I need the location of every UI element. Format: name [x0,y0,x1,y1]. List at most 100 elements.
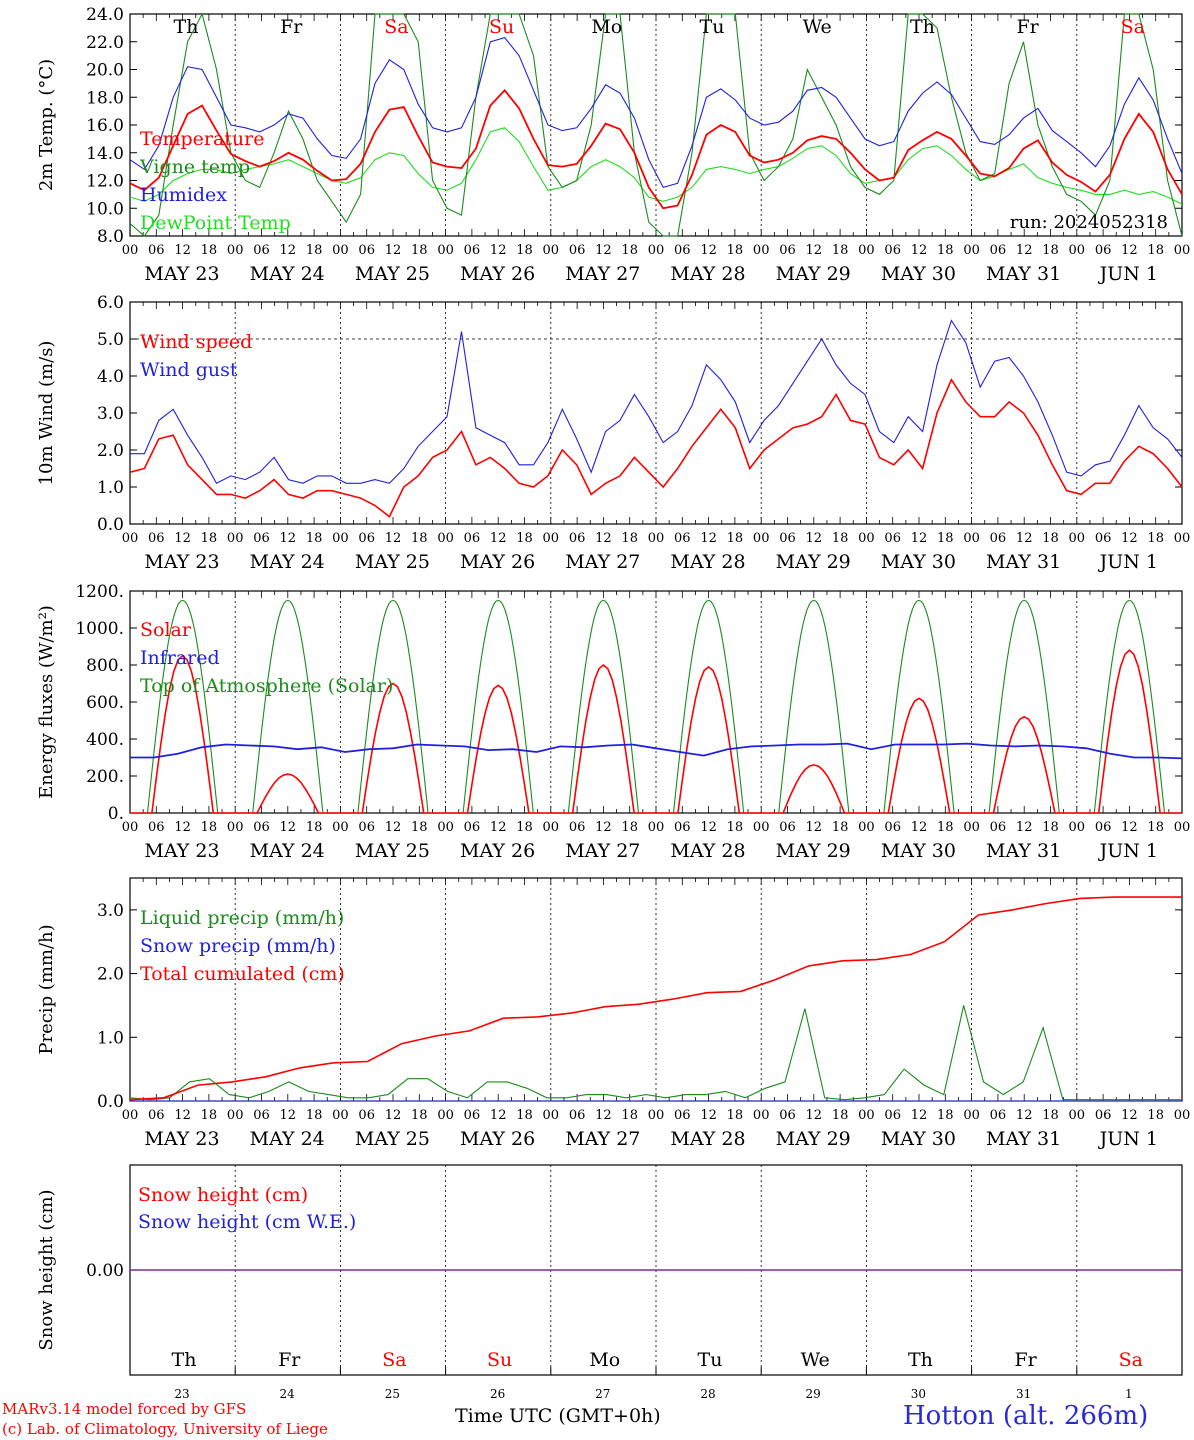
hour-tick-label: 06 [884,1108,901,1123]
hour-tick-label: 12 [1016,1108,1033,1123]
series-line-total-cumulated [129,896,1182,1101]
hour-tick-label: 18 [411,1108,428,1123]
hour-tick-label: 06 [1095,531,1112,546]
hour-tick-label: 00 [1069,531,1086,546]
y-tick-label: 14.0 [86,144,124,164]
legend-entry: Snow precip (mm/h) [140,935,336,957]
hour-tick-label: 06 [253,531,270,546]
hour-tick-label: 06 [358,1108,375,1123]
hour-tick-label: 18 [621,820,638,835]
date-label: MAY 26 [460,840,535,862]
hour-tick-label: 18 [516,1108,533,1123]
date-label: MAY 26 [460,263,535,285]
date-label: MAY 24 [250,263,325,285]
legend-entry: Wind speed [140,331,252,353]
hour-tick-label: 12 [385,531,402,546]
hour-tick-label: 06 [674,531,691,546]
hour-tick-label: 00 [122,243,139,258]
hour-tick-label: 18 [201,1108,218,1123]
series-line-wind-speed [129,378,1183,518]
hour-tick-label: 18 [1147,243,1164,258]
y-tick-label: 4.0 [97,367,124,387]
hour-tick-label: 06 [990,820,1007,835]
hour-tick-label: 06 [569,1108,586,1123]
date-label: MAY 24 [250,840,325,862]
hour-tick-label: 00 [753,243,770,258]
date-label: MAY 25 [355,840,430,862]
y-tick-label: 400. [86,730,124,750]
date-label: JUN 1 [1098,263,1158,285]
hour-tick-label: 00 [332,531,349,546]
hour-tick-label: 18 [201,243,218,258]
y-tick-label: 3.0 [97,404,124,424]
hour-tick-label: 18 [727,1108,744,1123]
legend-entry: Vigne temp [139,156,250,178]
hour-tick-label: 00 [1174,1108,1191,1123]
hour-tick-label: 00 [543,243,560,258]
hour-tick-label: 12 [595,243,612,258]
hour-tick-label: 00 [963,820,980,835]
hour-tick-label: 12 [490,820,507,835]
y-tick-label: 1.0 [97,478,124,498]
hour-tick-label: 00 [437,531,454,546]
hour-tick-label: 00 [437,820,454,835]
hour-tick-label: 00 [543,820,560,835]
hour-tick-label: 18 [937,820,954,835]
legend-entry: Top of Atmosphere (Solar) [140,675,393,697]
date-label: MAY 30 [881,551,956,573]
series-line-wind-gust [130,319,1183,485]
hour-tick-label: 12 [280,243,297,258]
date-label: JUN 1 [1098,840,1158,862]
weekday-label: Fr [278,1349,301,1371]
legend-entry: Snow height (cm W.E.) [138,1211,356,1233]
hour-tick-label: 12 [490,243,507,258]
day-number-label: 30 [911,1387,926,1401]
hour-tick-label: 06 [464,820,481,835]
hour-tick-label: 00 [543,1108,560,1123]
hour-tick-label: 00 [332,243,349,258]
y-axis-label: 2m Temp. (°C) [36,59,57,191]
lab-credit: (c) Lab. of Climatology, University of L… [2,1420,328,1438]
hour-tick-label: 06 [358,820,375,835]
date-label: MAY 31 [986,840,1061,862]
hour-tick-label: 06 [779,243,796,258]
hour-tick-label: 00 [858,1108,875,1123]
legend-entry: Temperature [140,128,264,150]
hour-tick-label: 06 [674,820,691,835]
hour-tick-label: 18 [832,243,849,258]
weekday-label: Sa [384,16,408,38]
hour-tick-label: 06 [779,1108,796,1123]
date-label: MAY 27 [565,263,640,285]
legend-entry: Total cumulated (cm) [140,963,345,985]
hour-tick-label: 18 [1147,1108,1164,1123]
hour-tick-label: 00 [437,1108,454,1123]
hour-tick-label: 12 [280,531,297,546]
hour-tick-label: 12 [595,820,612,835]
hour-tick-label: 12 [174,1108,191,1123]
hour-tick-label: 00 [1069,1108,1086,1123]
hour-tick-label: 12 [1121,243,1138,258]
hour-tick-label: 18 [621,243,638,258]
y-tick-label: 0.0 [97,515,124,535]
legend-entry: Wind gust [140,359,238,381]
weekday-label: Fr [1014,1349,1037,1371]
hour-tick-label: 12 [490,1108,507,1123]
hour-tick-label: 12 [1016,531,1033,546]
hour-tick-label: 18 [1042,820,1059,835]
hour-tick-label: 18 [727,243,744,258]
hour-tick-label: 00 [858,820,875,835]
y-axis-label: Energy fluxes (W/m²) [36,605,57,799]
date-label: MAY 25 [355,551,430,573]
hour-tick-label: 18 [306,1108,323,1123]
y-tick-label: 16.0 [86,116,124,136]
hour-tick-label: 00 [227,531,244,546]
hour-tick-label: 18 [306,243,323,258]
hour-tick-label: 00 [648,1108,665,1123]
date-label: MAY 27 [565,840,640,862]
date-label: MAY 28 [670,840,745,862]
date-label: MAY 27 [565,551,640,573]
hour-tick-label: 06 [990,1108,1007,1123]
date-label: MAY 29 [776,1128,851,1150]
hour-tick-label: 12 [1016,820,1033,835]
